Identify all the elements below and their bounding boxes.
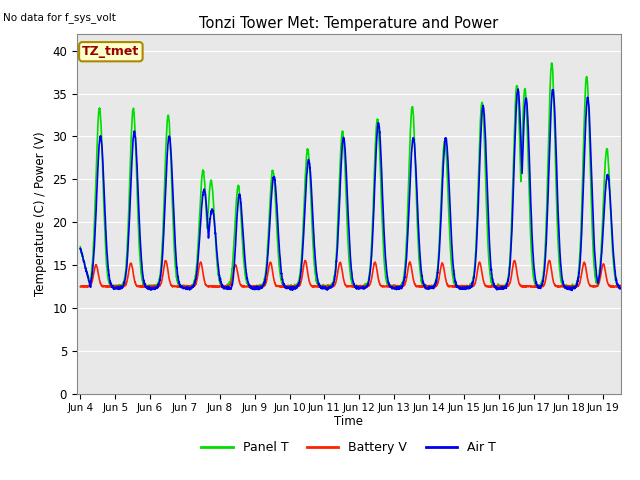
Text: No data for f_sys_volt: No data for f_sys_volt	[3, 12, 116, 23]
Y-axis label: Temperature (C) / Power (V): Temperature (C) / Power (V)	[34, 132, 47, 296]
Text: TZ_tmet: TZ_tmet	[82, 45, 140, 58]
Legend: Panel T, Battery V, Air T: Panel T, Battery V, Air T	[196, 436, 501, 459]
X-axis label: Time: Time	[334, 415, 364, 428]
Title: Tonzi Tower Met: Temperature and Power: Tonzi Tower Met: Temperature and Power	[199, 16, 499, 31]
